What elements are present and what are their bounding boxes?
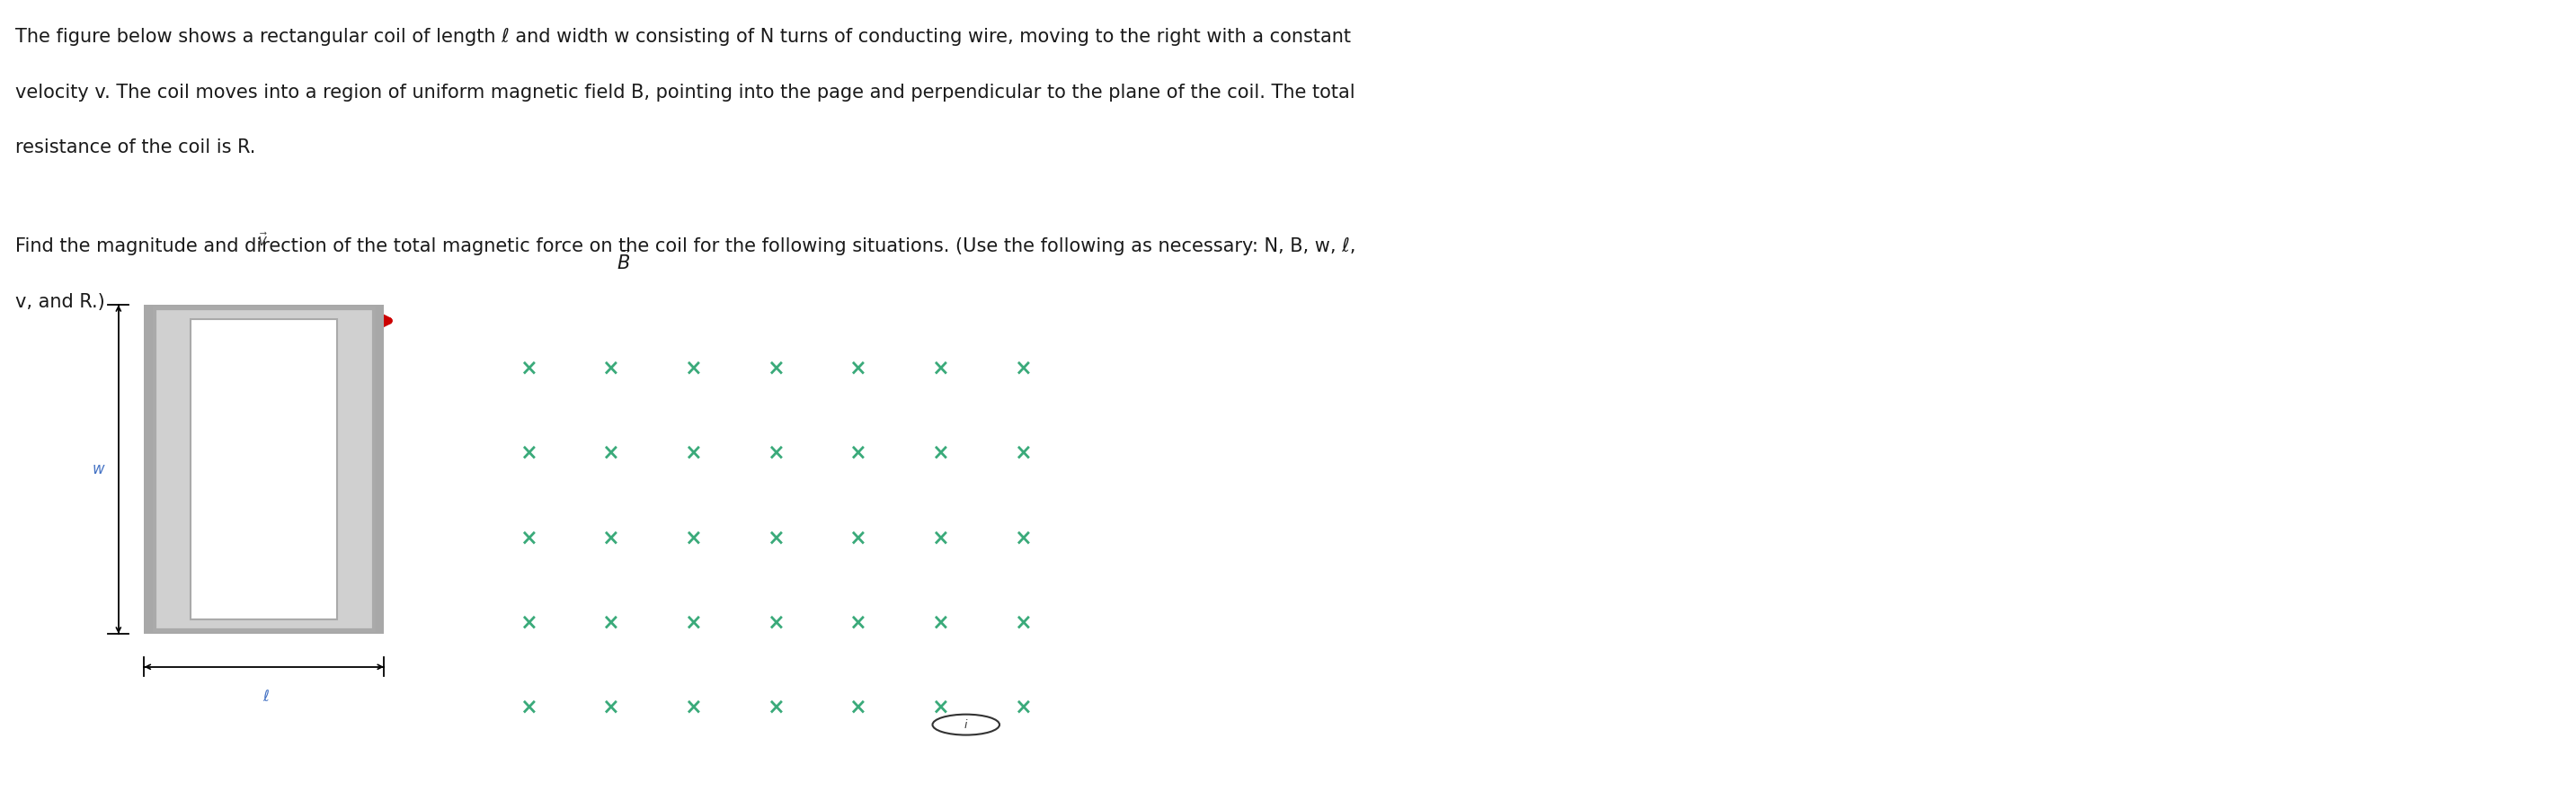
Text: ×: × <box>933 696 948 718</box>
Text: ×: × <box>685 357 701 379</box>
Text: ×: × <box>850 357 866 379</box>
Bar <box>160 305 384 634</box>
Text: ×: × <box>850 442 866 464</box>
Text: ×: × <box>850 611 866 634</box>
Bar <box>152 305 384 634</box>
Text: resistance of the coil is R.: resistance of the coil is R. <box>15 139 255 157</box>
Text: ×: × <box>850 696 866 718</box>
Text: ×: × <box>1015 357 1030 379</box>
Text: ×: × <box>520 696 536 718</box>
Text: ×: × <box>603 611 618 634</box>
Text: ×: × <box>933 527 948 549</box>
Text: ×: × <box>768 357 783 379</box>
Text: ×: × <box>520 442 536 464</box>
Text: Find the magnitude and direction of the total magnetic force on the coil for the: Find the magnitude and direction of the … <box>15 238 1355 256</box>
Text: ×: × <box>1015 527 1030 549</box>
Text: ×: × <box>520 527 536 549</box>
Text: ℓ: ℓ <box>263 689 268 705</box>
Text: ×: × <box>685 696 701 718</box>
Bar <box>175 314 353 624</box>
Text: $\vec{B}$: $\vec{B}$ <box>616 249 631 273</box>
Text: ×: × <box>603 696 618 718</box>
Text: i: i <box>963 719 969 730</box>
Text: ×: × <box>768 442 783 464</box>
Text: ×: × <box>768 696 783 718</box>
Bar <box>165 311 363 627</box>
Text: $\vec{v}$: $\vec{v}$ <box>258 232 268 249</box>
Text: ×: × <box>603 357 618 379</box>
Text: ×: × <box>933 442 948 464</box>
Text: v, and R.): v, and R.) <box>15 293 106 311</box>
Text: ×: × <box>603 527 618 549</box>
Text: ×: × <box>685 442 701 464</box>
Text: ×: × <box>685 527 701 549</box>
Bar <box>185 318 343 621</box>
Text: ×: × <box>933 611 948 634</box>
Bar <box>167 305 384 634</box>
Text: ×: × <box>603 442 618 464</box>
Text: ×: × <box>850 527 866 549</box>
Text: ×: × <box>768 527 783 549</box>
Text: velocity v. The coil moves into a region of uniform magnetic field B, pointing i: velocity v. The coil moves into a region… <box>15 83 1355 101</box>
Text: ×: × <box>520 611 536 634</box>
Bar <box>155 308 374 630</box>
Text: ×: × <box>1015 442 1030 464</box>
Text: ×: × <box>1015 611 1030 634</box>
Text: ×: × <box>685 611 701 634</box>
Text: ×: × <box>933 357 948 379</box>
Text: ×: × <box>520 357 536 379</box>
Text: w: w <box>93 461 103 478</box>
Text: The figure below shows a rectangular coil of length ℓ and width w consisting of : The figure below shows a rectangular coi… <box>15 28 1350 46</box>
Bar <box>144 305 384 634</box>
Text: ×: × <box>1015 696 1030 718</box>
Text: ×: × <box>768 611 783 634</box>
Bar <box>191 319 337 619</box>
